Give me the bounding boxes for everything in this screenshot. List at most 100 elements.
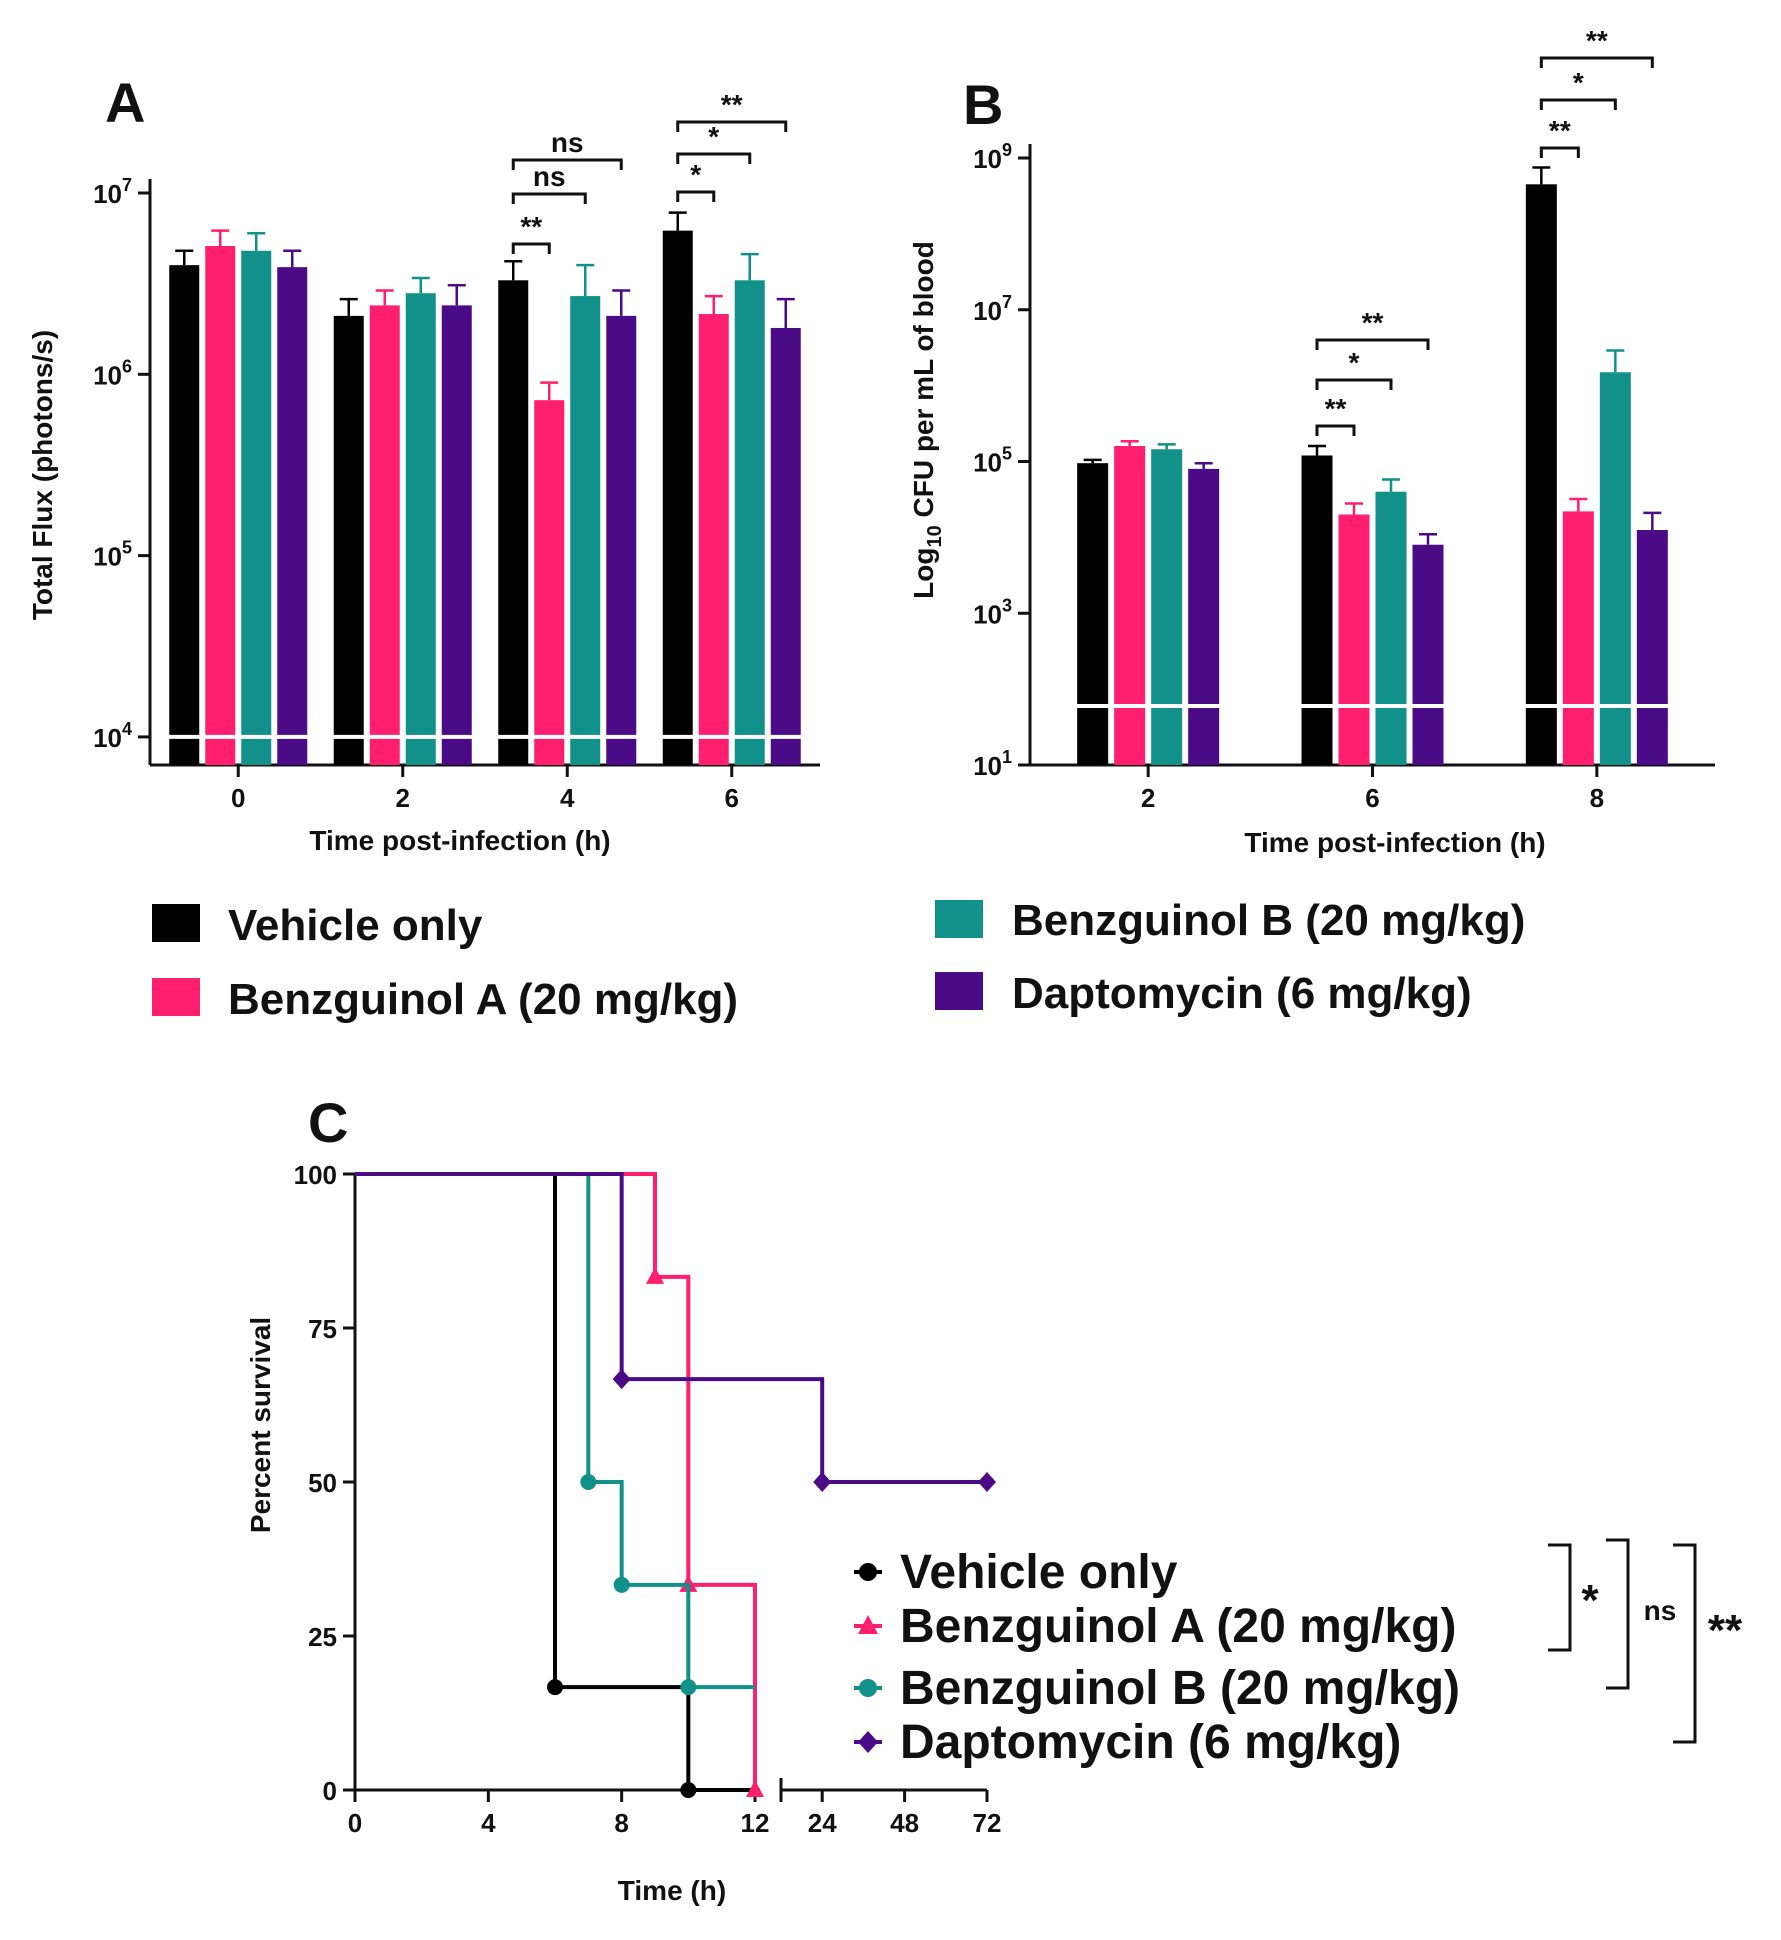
bar: [734, 280, 765, 765]
survival-marker: [547, 1679, 563, 1696]
bracket-line: [1548, 1543, 1572, 1652]
x-tick-label: 4: [560, 783, 575, 813]
significance-bracket: *: [1539, 67, 1617, 110]
bar: [662, 230, 693, 766]
legend-c-label-benzguinol-a: Benzguinol A (20 mg/kg): [900, 1600, 1456, 1653]
significance-bracket: *: [1315, 347, 1393, 390]
panel-b-x-title: Time post-infection (h): [1244, 827, 1545, 858]
significance-bracket: *: [676, 159, 716, 202]
survival-marker: [646, 1266, 664, 1284]
survival-marker: [580, 1474, 597, 1490]
x-tick-label: 2: [396, 783, 410, 813]
significance-label: **: [1362, 307, 1384, 338]
legend-label-benzguinol-a: Benzguinol A (20 mg/kg): [228, 975, 738, 1024]
legend-swatch-benzguinol-a: [152, 978, 200, 1016]
x-tick-label: 48: [890, 1808, 919, 1838]
legend-c-marker: [859, 1679, 877, 1697]
significance-label: **: [721, 89, 743, 120]
panel-a-y-title: Total Flux (photons/s): [27, 330, 58, 620]
bar: [1338, 514, 1370, 765]
significance-label: *: [1349, 347, 1360, 378]
y-tick-label: 25: [308, 1622, 337, 1652]
significance-label: **: [520, 211, 542, 242]
bracket-line: [1539, 56, 1654, 68]
panel-a: A Total Flux (photons/s) Time post-infec…: [27, 71, 820, 856]
bar: [1077, 463, 1109, 765]
y-tick-base: 10: [973, 599, 1002, 629]
bar: [1188, 468, 1220, 765]
y-tick-base: 10: [973, 144, 1002, 174]
y-tick-label: 106: [93, 356, 132, 390]
significance-label: *: [708, 121, 719, 152]
bracket-line: [1539, 98, 1617, 110]
bar: [1151, 449, 1183, 765]
y-tick-base: 10: [973, 296, 1002, 326]
bar: [441, 305, 472, 765]
significance-label: *: [1573, 67, 1584, 98]
x-tick-label: 0: [348, 1808, 362, 1838]
survival-curve: [355, 1172, 987, 1484]
y-tick-base: 10: [93, 179, 122, 209]
panel-c: C Percent survival Time (h) Vehicle only…: [245, 1091, 1743, 1906]
y-tick-label: 105: [973, 444, 1012, 478]
bar: [169, 265, 200, 765]
bar: [570, 296, 601, 765]
bar: [369, 305, 400, 765]
y-tick-label: 105: [93, 538, 132, 572]
significance-label: ns: [533, 161, 566, 192]
panel-b-y-title-sub: 10: [924, 525, 946, 547]
bracket-line: [511, 192, 587, 204]
bracket-line: [511, 158, 623, 170]
legend-swatch-vehicle: [152, 904, 200, 942]
bar: [698, 314, 729, 765]
y-tick-exponent: 3: [1002, 595, 1012, 615]
bracket-line: [676, 190, 716, 202]
y-tick-exponent: 7: [122, 175, 132, 195]
y-tick-label: 101: [973, 747, 1012, 781]
x-tick-label: 72: [973, 1808, 1002, 1838]
legend-swatch-daptomycin: [935, 972, 983, 1010]
legend-c-marker: [859, 1563, 877, 1581]
legend-label-benzguinol-b: Benzguinol B (20 mg/kg): [1012, 896, 1525, 945]
bracket-line: [1606, 1538, 1630, 1690]
bar: [277, 267, 308, 765]
significance-bracket: *: [676, 121, 752, 164]
x-tick-label: 8: [1590, 783, 1604, 813]
legend-label-vehicle: Vehicle only: [228, 901, 483, 950]
panel-b: B Log10 CFU per mL of blood Time post-in…: [908, 25, 1715, 858]
panel-b-y-title: Log10 CFU per mL of blood: [908, 241, 946, 599]
survival-curve: [355, 1172, 755, 1690]
significance-label: **: [1549, 115, 1571, 146]
significance-label: **: [1325, 393, 1347, 424]
significance-label: *: [1581, 1576, 1599, 1625]
y-tick-label: 0: [323, 1776, 337, 1806]
survival-marker: [813, 1472, 832, 1492]
significance-bracket: **: [1673, 1543, 1743, 1744]
bar: [498, 280, 529, 765]
legend-c-marker: [858, 1615, 878, 1634]
survival-marker: [613, 1576, 630, 1593]
significance-bracket: ns: [1606, 1538, 1677, 1690]
significance-label: **: [1708, 1606, 1743, 1655]
legend-swatch-benzguinol-b: [935, 900, 983, 938]
x-tick-label: 0: [231, 783, 245, 813]
significance-label: ns: [1644, 1595, 1677, 1626]
y-tick-exponent: 9: [1002, 140, 1012, 160]
bracket-line: [1315, 424, 1356, 436]
x-tick-label: 6: [725, 783, 739, 813]
significance-bracket: **: [1315, 307, 1430, 350]
bar: [1599, 372, 1631, 765]
bar: [1562, 511, 1594, 765]
x-tick-label: 12: [741, 1808, 770, 1838]
bar: [1375, 491, 1407, 765]
bracket-line: [1673, 1543, 1697, 1744]
survival-marker: [978, 1472, 996, 1492]
y-tick-base: 10: [93, 723, 122, 753]
y-tick-base: 10: [973, 751, 1002, 781]
y-tick-label: 100: [294, 1160, 337, 1190]
bracket-line: [676, 120, 788, 132]
y-tick-exponent: 5: [1002, 444, 1012, 464]
significance-bracket: *: [1548, 1543, 1599, 1652]
panel-label-c: C: [308, 1091, 348, 1154]
significance-bracket: **: [1539, 115, 1580, 158]
